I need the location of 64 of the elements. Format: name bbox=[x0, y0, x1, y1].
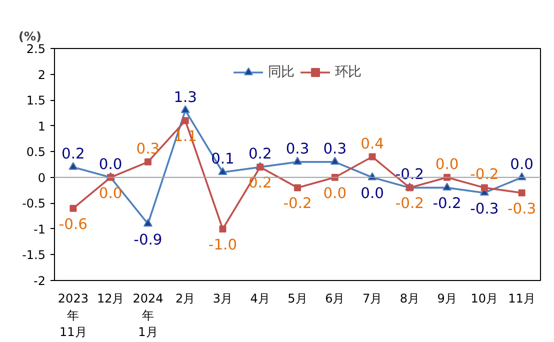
x-tick-label: 8月 bbox=[400, 292, 420, 306]
y-tick-label: 2.5 bbox=[26, 42, 46, 56]
point bbox=[182, 117, 189, 124]
data-label: -0.2 bbox=[395, 195, 424, 212]
data-label: 0.0 bbox=[323, 184, 347, 202]
data-label: -0.3 bbox=[470, 200, 499, 218]
y-tick-label: -1 bbox=[34, 222, 46, 236]
data-label: 0.3 bbox=[323, 140, 347, 158]
y-axis-title: (%) bbox=[18, 30, 42, 44]
y-tick-label: -1.5 bbox=[22, 248, 46, 262]
legend-label: 同比 bbox=[268, 64, 294, 81]
data-label: 0.3 bbox=[286, 140, 310, 158]
data-label: -0.2 bbox=[432, 195, 462, 212]
data-label: -0.2 bbox=[283, 195, 312, 212]
data-label: -0.3 bbox=[508, 200, 536, 218]
data-label: -0.6 bbox=[58, 216, 88, 233]
data-label: 0.4 bbox=[360, 135, 384, 152]
point bbox=[518, 189, 526, 196]
y-tick-label: 1 bbox=[38, 119, 46, 134]
point bbox=[70, 204, 77, 212]
data-label: 0.0 bbox=[510, 156, 534, 173]
point bbox=[219, 225, 226, 232]
point bbox=[68, 162, 78, 170]
x-tick-label: 2024年1月 bbox=[132, 292, 164, 340]
y-tick-label: -2 bbox=[34, 274, 46, 288]
data-label: -0.9 bbox=[134, 231, 162, 248]
point bbox=[144, 158, 152, 166]
x-tick-label: 7月 bbox=[362, 292, 382, 306]
y-tick-label: -0.5 bbox=[22, 196, 46, 211]
x-tick-label: 4月 bbox=[250, 292, 270, 306]
x-tick-label: 10月 bbox=[470, 292, 498, 306]
x-tick-label: 6月 bbox=[325, 292, 345, 306]
data-label: -1.0 bbox=[208, 236, 238, 254]
x-tick-label: 2023年11月 bbox=[58, 292, 88, 340]
y-tick-label: 2 bbox=[38, 68, 46, 82]
point bbox=[218, 167, 228, 176]
x-tick-label: 2月 bbox=[176, 292, 196, 306]
point bbox=[330, 156, 340, 165]
data-label: 0.0 bbox=[435, 156, 459, 173]
data-label: 0.2 bbox=[62, 146, 85, 163]
point bbox=[143, 218, 152, 227]
data-label: 0.2 bbox=[248, 146, 272, 163]
data-label: -0.2 bbox=[395, 166, 424, 184]
point bbox=[480, 184, 488, 192]
point bbox=[180, 105, 190, 114]
point bbox=[368, 153, 376, 160]
x-tick-label: 12月 bbox=[96, 292, 124, 306]
data-label: 0.3 bbox=[136, 140, 160, 158]
data-label: 0.0 bbox=[98, 156, 122, 173]
y-tick-label: 1.5 bbox=[26, 94, 46, 108]
x-tick-label: 9月 bbox=[437, 292, 457, 306]
data-label: 1.3 bbox=[174, 88, 198, 106]
x-tick-label: 5月 bbox=[288, 292, 308, 306]
point bbox=[293, 156, 302, 165]
point bbox=[442, 182, 452, 191]
point bbox=[294, 184, 301, 192]
x-tick-label: 11月 bbox=[508, 292, 536, 306]
y-tick-label: 0.5 bbox=[26, 145, 46, 160]
data-label: 0.0 bbox=[98, 184, 122, 202]
legend-label: 环比 bbox=[335, 64, 361, 81]
x-tick-label: 3月 bbox=[212, 292, 233, 306]
data-label: 0.0 bbox=[360, 184, 384, 202]
y-tick-label: 0 bbox=[38, 170, 46, 185]
data-label: -0.2 bbox=[470, 166, 499, 184]
